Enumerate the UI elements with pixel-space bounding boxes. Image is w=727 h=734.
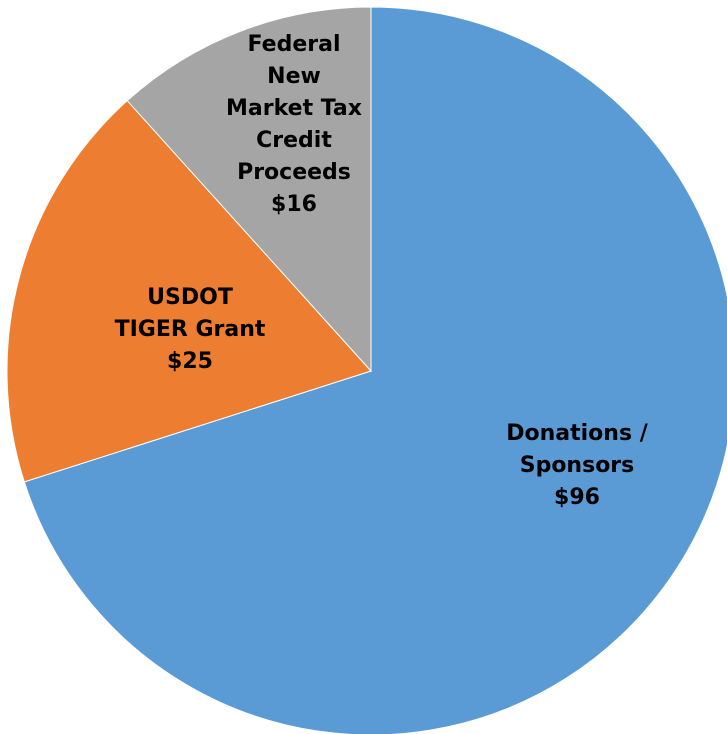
data-label-line: Credit — [256, 128, 332, 153]
data-label-line: New — [267, 64, 321, 89]
data-label-line: Federal — [247, 32, 341, 57]
data-label-line: Market Tax — [226, 96, 362, 121]
pie-slice-federal-new-market-tax-credit — [126, 6, 372, 373]
data-label-line: Proceeds — [237, 160, 351, 185]
data-label-usdot-tiger-grant: USDOT TIGER Grant $25 — [115, 282, 266, 378]
data-label-federal-new-market-tax-credit: Federal New Market Tax Credit Proceeds $16 — [226, 29, 362, 221]
pie-slice-donations-sponsors — [23, 6, 727, 734]
data-label-value: $25 — [167, 349, 213, 374]
data-label-line: USDOT — [147, 285, 233, 310]
data-label-line: TIGER Grant — [114, 317, 266, 342]
data-label-value: $16 — [271, 192, 317, 217]
data-label-line: Donations / — [506, 421, 648, 446]
data-label-donations-sponsors: Donations / Sponsors $96 — [506, 418, 648, 514]
data-label-line: Sponsors — [519, 453, 635, 478]
data-label-value: $96 — [554, 485, 600, 510]
pie-slice-usdot-tiger-grant — [6, 99, 372, 483]
